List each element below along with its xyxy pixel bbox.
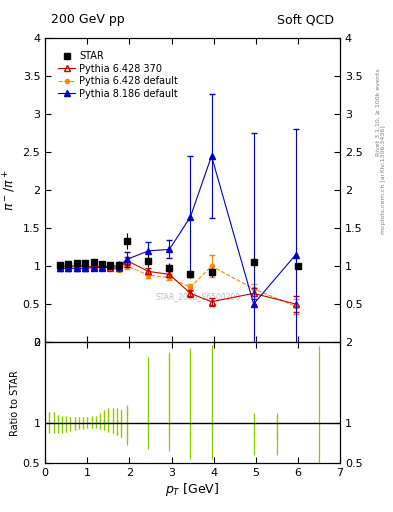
Text: Soft QCD: Soft QCD bbox=[277, 13, 334, 26]
Text: Rivet 3.1.10, ≥ 100k events: Rivet 3.1.10, ≥ 100k events bbox=[376, 69, 380, 157]
Y-axis label: $\pi^- / \pi^+$: $\pi^- / \pi^+$ bbox=[2, 169, 18, 211]
Text: mcplots.cern.ch [arXiv:1306.3436]: mcplots.cern.ch [arXiv:1306.3436] bbox=[382, 125, 386, 233]
Text: 200 GeV pp: 200 GeV pp bbox=[51, 13, 125, 26]
Legend: STAR, Pythia 6.428 370, Pythia 6.428 default, Pythia 8.186 default: STAR, Pythia 6.428 370, Pythia 6.428 def… bbox=[56, 49, 180, 100]
Text: STAR_2006_S6500200: STAR_2006_S6500200 bbox=[156, 292, 241, 301]
Y-axis label: Ratio to STAR: Ratio to STAR bbox=[10, 370, 20, 436]
X-axis label: $p_T$ [GeV]: $p_T$ [GeV] bbox=[165, 481, 220, 498]
